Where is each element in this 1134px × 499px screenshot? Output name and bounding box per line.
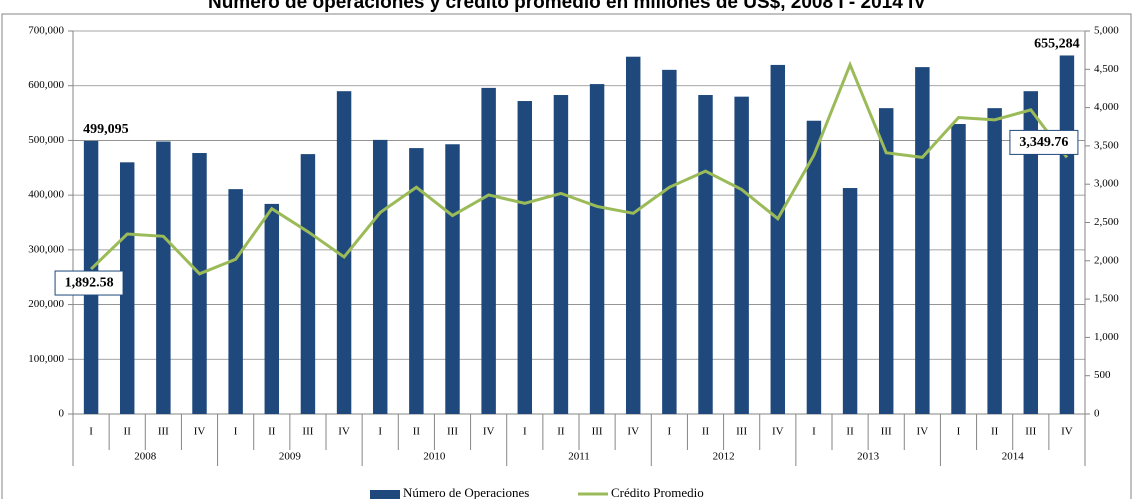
- y2-tick-label: 1,000: [1094, 331, 1119, 343]
- bar: [192, 153, 207, 414]
- bar: [662, 69, 677, 415]
- x-tick-label: IV: [627, 426, 639, 438]
- bar: [878, 108, 894, 414]
- bar: [806, 120, 822, 414]
- bar: [1023, 91, 1039, 414]
- bar: [300, 154, 316, 414]
- x-tick-label: II: [702, 426, 710, 438]
- bar: [625, 56, 641, 415]
- x-tick-label: I: [957, 426, 961, 438]
- data-label: 655,284: [1034, 37, 1080, 52]
- bar: [589, 84, 605, 414]
- x-tick-label: II: [268, 426, 276, 438]
- label-box: [1009, 129, 1079, 155]
- y-tick-label: 300,000: [28, 243, 64, 255]
- bar: [264, 203, 280, 414]
- y-tick-label: 400,000: [28, 189, 64, 201]
- x-tick-label: I: [378, 426, 382, 438]
- x-tick-label: IV: [772, 426, 784, 438]
- y2-tick-label: 0: [1094, 408, 1100, 420]
- x-group-label: 2010: [423, 451, 446, 463]
- x-tick-label: III: [1025, 426, 1036, 438]
- y2-tick-label: 4,500: [1094, 63, 1119, 75]
- bar: [1059, 55, 1075, 415]
- x-tick-label: III: [302, 426, 313, 438]
- y2-tick-label: 2,000: [1094, 254, 1119, 266]
- x-tick-label: I: [812, 426, 816, 438]
- x-tick-label: II: [846, 426, 854, 438]
- bar: [372, 139, 388, 415]
- bar: [915, 67, 930, 415]
- x-tick-label: IV: [1061, 426, 1073, 438]
- x-tick-label: IV: [483, 426, 495, 438]
- bar: [842, 188, 858, 414]
- chart-title: Número de operaciones y crédito promedio…: [208, 0, 926, 13]
- bar: [156, 141, 171, 414]
- x-group-label: 2013: [857, 451, 880, 463]
- x-group-label: 2012: [713, 451, 735, 463]
- x-tick-label: III: [592, 426, 603, 438]
- bar: [119, 162, 135, 414]
- bar: [517, 101, 533, 414]
- x-group-label: 2008: [134, 451, 157, 463]
- x-tick-label: II: [991, 426, 999, 438]
- y2-tick-label: 4,000: [1094, 101, 1119, 113]
- legend-label: Número de Operaciones: [403, 485, 529, 499]
- y-tick-label: 0: [59, 408, 65, 420]
- bar: [553, 95, 569, 414]
- bar: [409, 148, 424, 415]
- x-tick-label: I: [668, 426, 672, 438]
- y-tick-label: 500,000: [28, 134, 64, 146]
- x-tick-label: II: [557, 426, 565, 438]
- bar: [445, 144, 460, 414]
- x-tick-label: I: [234, 426, 238, 438]
- y2-tick-label: 500: [1094, 369, 1111, 381]
- data-label: 1,892.58: [65, 276, 114, 291]
- bar: [734, 96, 749, 415]
- y2-tick-label: 3,500: [1094, 139, 1119, 151]
- bar: [481, 87, 496, 414]
- bar: [228, 189, 243, 414]
- x-tick-label: IV: [338, 426, 350, 438]
- y2-tick-label: 1,500: [1094, 293, 1119, 305]
- x-tick-label: I: [89, 426, 93, 438]
- y-tick-label: 600,000: [28, 79, 64, 91]
- x-tick-label: III: [881, 426, 892, 438]
- data-label: 3,349.76: [1019, 135, 1068, 150]
- data-label-box: 1,892.58: [54, 270, 124, 296]
- chart-frame: [1, 13, 1132, 499]
- bar: [951, 124, 966, 414]
- bar: [770, 64, 786, 415]
- data-label: 499,095: [83, 122, 129, 137]
- bar: [987, 108, 1002, 414]
- x-tick-label: II: [413, 426, 421, 438]
- data-label-box: 3,349.76: [1009, 129, 1079, 155]
- y-tick-label: 200,000: [28, 298, 64, 310]
- y-tick-label: 700,000: [28, 25, 64, 37]
- legend-label: Crédito Promedio: [611, 485, 704, 499]
- x-group-label: 2011: [568, 451, 590, 463]
- legend-swatch: [370, 490, 400, 499]
- bar: [698, 95, 713, 414]
- x-tick-label: I: [523, 426, 527, 438]
- bar: [336, 91, 352, 414]
- label-box: [54, 270, 124, 296]
- y2-tick-label: 5,000: [1094, 25, 1119, 37]
- y-tick-label: 100,000: [28, 353, 64, 365]
- x-tick-label: III: [736, 426, 747, 438]
- y2-tick-label: 3,000: [1094, 178, 1119, 190]
- line: [90, 60, 1069, 276]
- x-tick-label: III: [158, 426, 169, 438]
- x-group-label: 2009: [279, 451, 302, 463]
- y2-tick-label: 2,500: [1094, 216, 1119, 228]
- x-tick-label: III: [447, 426, 458, 438]
- x-group-label: 2014: [1002, 451, 1025, 463]
- x-tick-label: II: [124, 426, 132, 438]
- x-tick-label: IV: [917, 426, 929, 438]
- x-tick-label: IV: [194, 426, 206, 438]
